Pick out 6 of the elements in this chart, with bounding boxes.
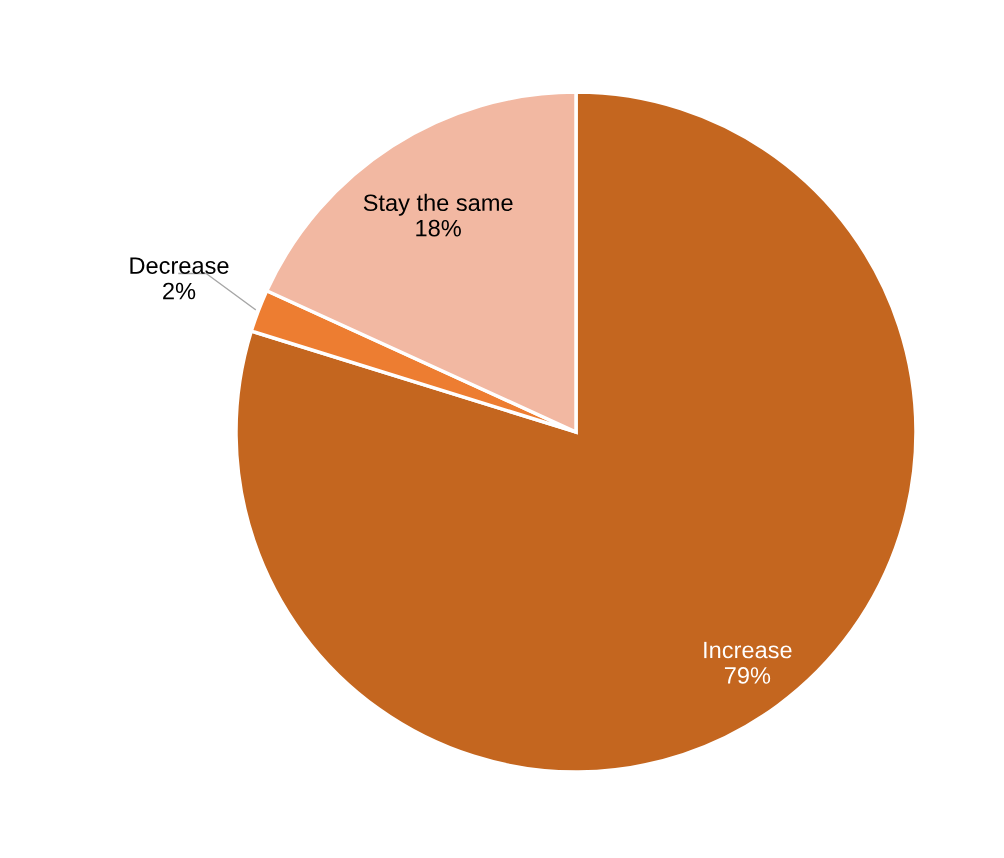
data-label: 18% — [416, 219, 461, 237]
slice-label: Increase — [704, 641, 792, 659]
data-label: 79% — [724, 667, 771, 684]
data-label: 2% — [163, 282, 196, 300]
slice-label: Decrease — [130, 257, 229, 274]
slice-label: Stay the same — [363, 193, 513, 216]
